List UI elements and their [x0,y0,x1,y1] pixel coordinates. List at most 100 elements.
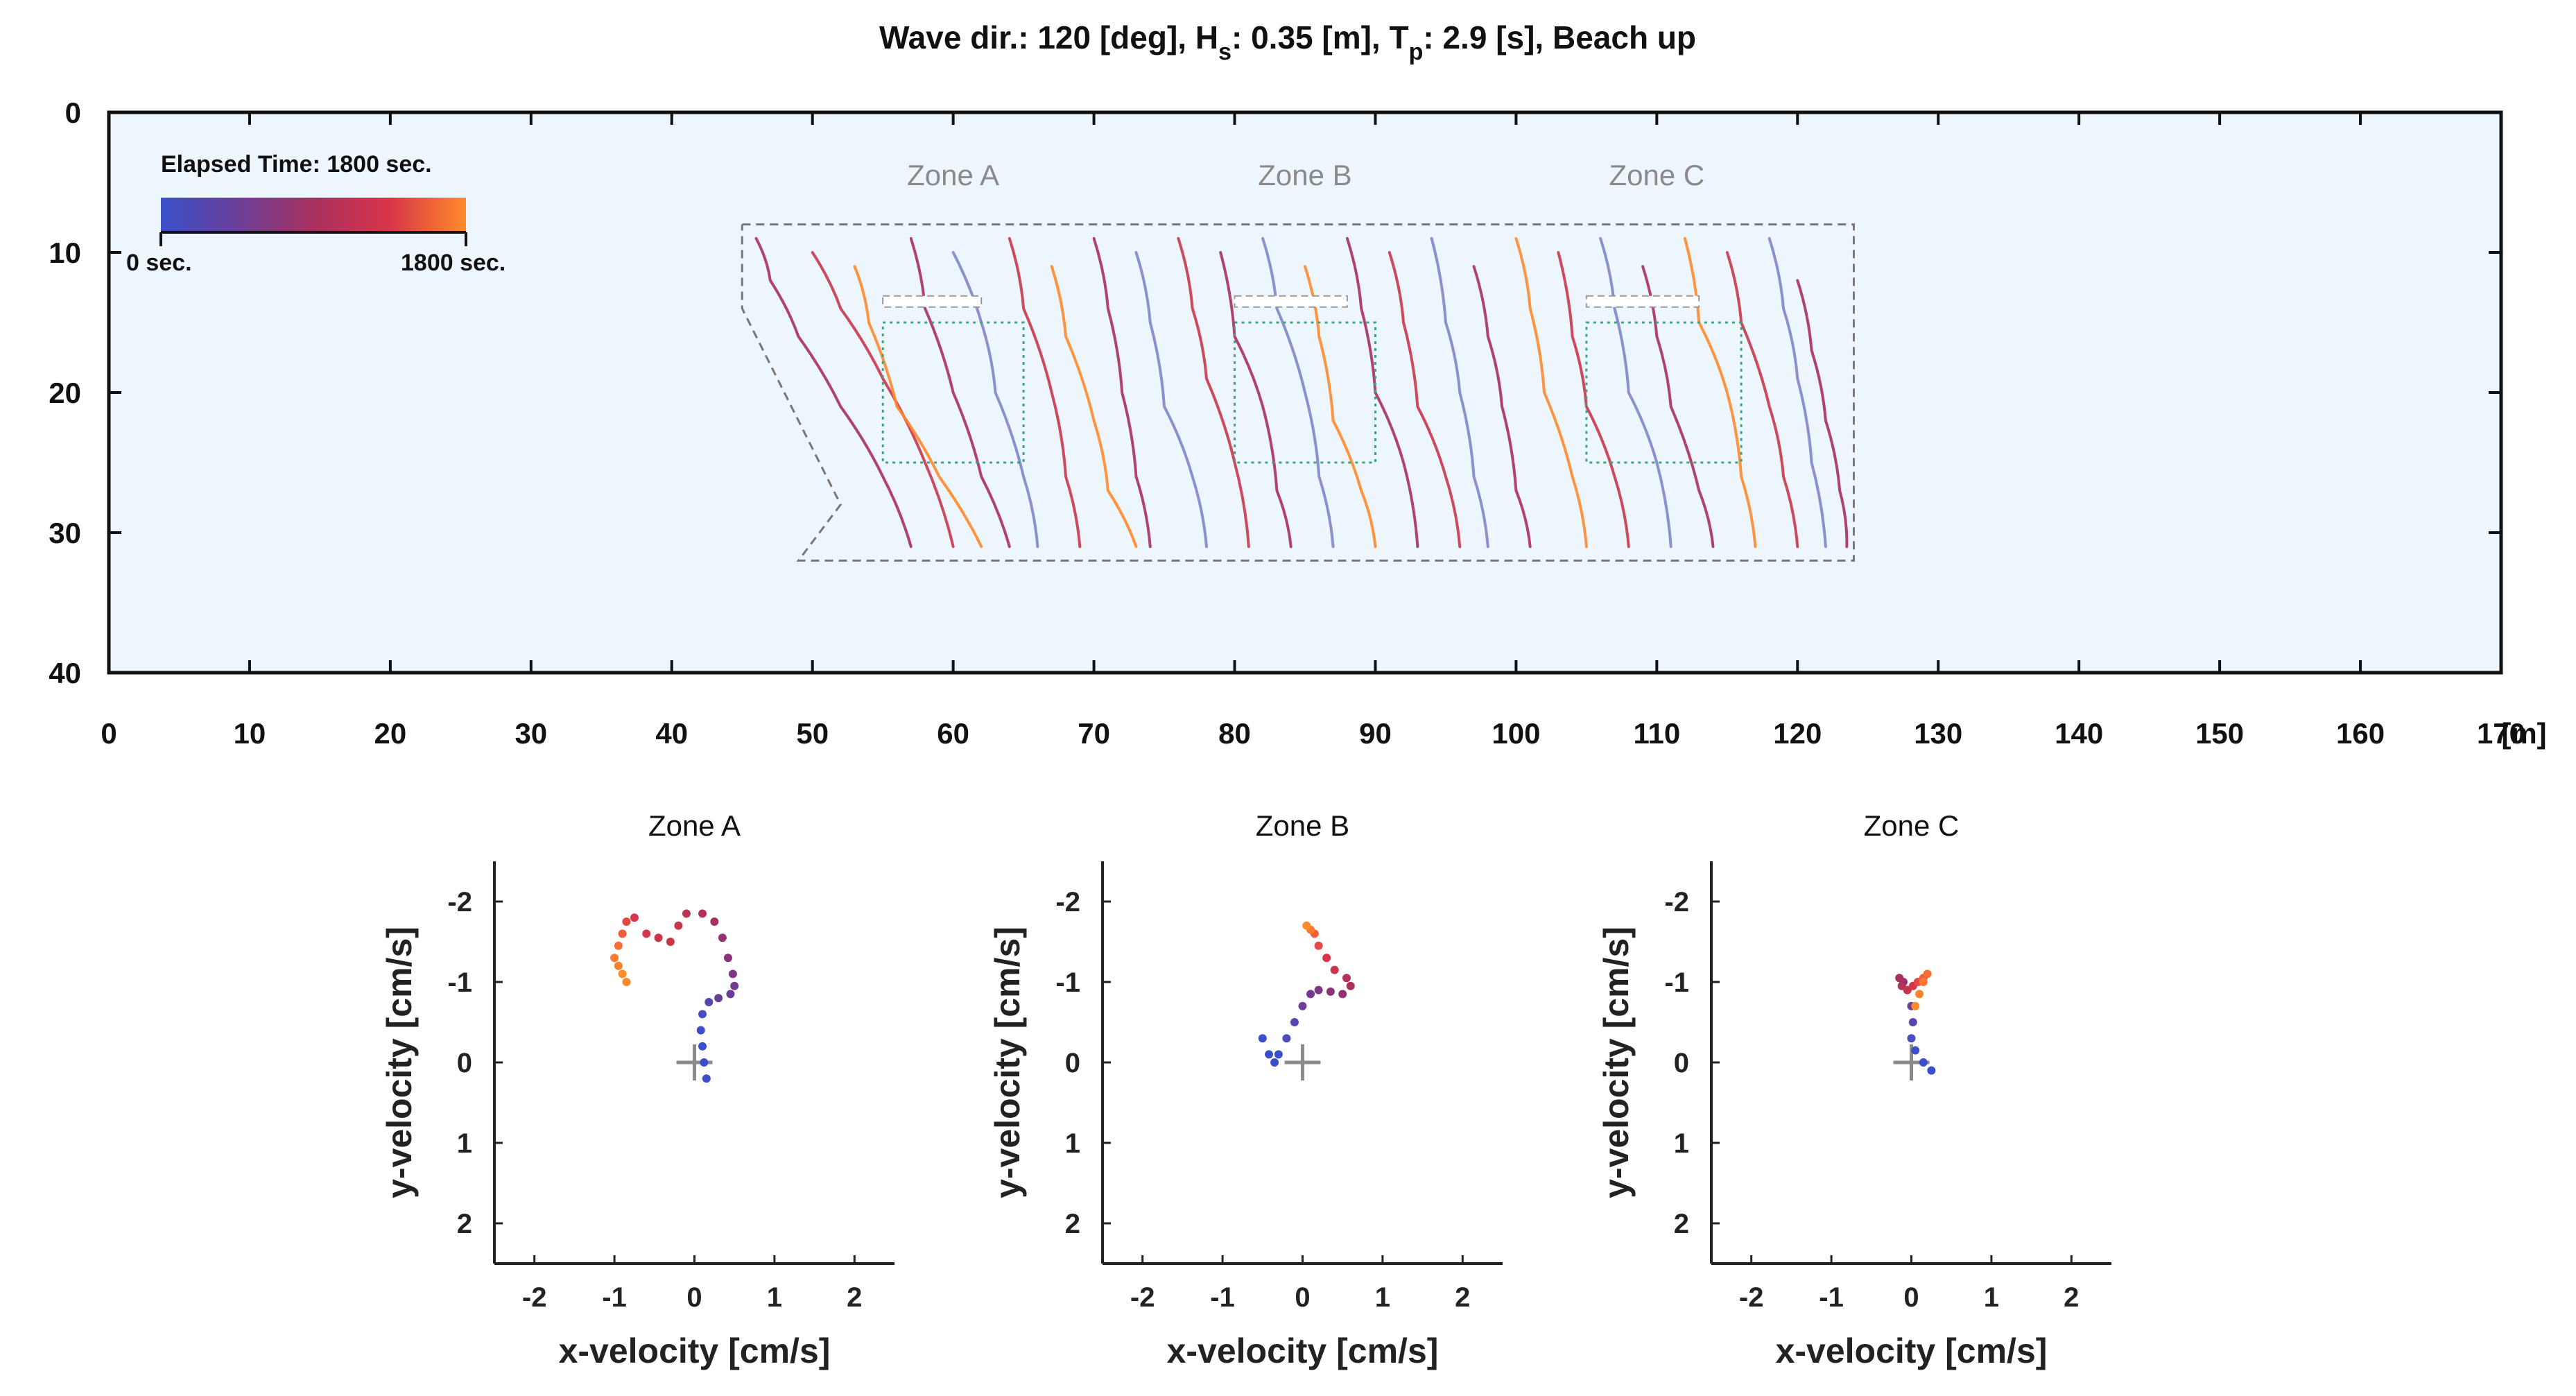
velocity-point [1314,941,1323,950]
y-axis-label: y-velocity [cm/s] [988,927,1027,1198]
trajectory-line [1514,236,1588,549]
y-tick-label: -1 [1055,967,1080,998]
scatter-title: Zone A [648,809,741,842]
velocity-point [654,933,663,942]
domain-outline [741,223,1855,562]
x-tick-label: -1 [1819,1282,1844,1313]
map-x-tick-label: 110 [1633,717,1680,750]
velocity-point [723,954,732,963]
map-x-tick-label: 120 [1773,717,1822,750]
trajectory-line [1134,251,1208,549]
trajectory-line [1472,265,1532,549]
velocity-point [1322,954,1331,963]
main-title: Wave dir.: 120 [deg], Hs: 0.35 [m], Tp: … [879,19,1696,65]
trajectory-line [1796,279,1849,549]
y-tick-label: 0 [457,1048,472,1078]
velocity-point [698,909,707,918]
velocity-point [696,1026,705,1035]
map-y-tick-label: 10 [49,236,81,269]
trajectory-line [1430,236,1489,549]
y-tick-label: 2 [457,1209,472,1239]
map-y-tick-label: 40 [49,657,81,689]
y-tick-label: 0 [1674,1048,1689,1078]
y-tick-label: -2 [1055,887,1080,917]
y-tick-label: -1 [447,967,472,998]
x-tick-label: -2 [1130,1282,1155,1313]
y-axis-label: y-velocity [cm/s] [380,927,419,1198]
map-x-tick-label: 150 [2195,717,2244,750]
velocity-point [1314,985,1323,994]
map-x-tick-label: 40 [655,717,688,750]
velocity-point [1298,1001,1307,1010]
map-x-tick-label: 140 [2055,717,2103,750]
map-y-axis: 0 10 20 30 40 [49,96,2501,689]
trajectory-line [1092,236,1152,549]
y-tick-label: 1 [457,1128,472,1159]
velocity-point [1919,978,1928,986]
y-tick-label: 1 [1065,1128,1080,1159]
velocity-point [1338,990,1347,999]
zone-labels: Zone A Zone B Zone C [907,159,1704,191]
velocity-point [1908,1018,1917,1026]
velocity-point [1326,987,1335,996]
breakwater [1585,295,1700,308]
x-tick-label: 1 [767,1282,782,1313]
map-x-axis: 0 10 20 30 40 50 60 70 80 90 100 110 120 130 140 150 160… [101,112,2525,750]
velocity-point [704,998,714,1006]
zone-c-plot: Zone C -2 -1 0 1 2 -2 -1 0 1 2 x-velocity [cm/s] y-v… [1597,809,2111,1370]
x-tick-label: 0 [1295,1282,1310,1313]
zone-box [881,321,1025,464]
velocity-point [614,941,623,950]
x-axis-label: x-velocity [cm/s] [559,1332,831,1370]
map-x-tick-label: 80 [1218,717,1251,750]
velocity-point [1306,990,1315,999]
trajectory-line [1767,236,1827,549]
y-tick-label: 2 [1065,1209,1080,1239]
zone-box [1234,321,1376,464]
velocity-point [1927,1066,1936,1075]
velocity-point [1911,1001,1920,1010]
zone-b-plot: Zone B -2 -1 0 1 2 -2 -1 0 1 2 x-velocity [cm/s] y-v… [988,809,1503,1370]
map-x-tick-label: 60 [937,717,969,750]
colorbar-label: Elapsed Time: 1800 sec. [161,151,432,178]
map-x-tick-label: 70 [1078,717,1110,750]
velocity-point [1346,981,1355,990]
velocity-point [698,1010,707,1019]
velocity-point [1923,970,1932,979]
trajectory-line [1683,236,1757,549]
velocity-point [622,917,631,926]
x-tick-label: -1 [1210,1282,1235,1313]
velocity-point [674,921,683,930]
domain-boundary [741,223,1855,562]
velocity-point [730,981,739,990]
velocity-point [622,978,631,986]
x-tick-label: 1 [1375,1282,1390,1313]
velocity-point [618,970,627,979]
trajectory-line [1008,236,1082,549]
colorbar-gradient [161,198,466,232]
trajectory-line [1261,236,1335,549]
velocity-point [630,913,639,922]
velocity-point [702,1074,711,1083]
x-axis-label: x-velocity [cm/s] [1167,1332,1439,1370]
y-axis-label: y-velocity [cm/s] [1597,927,1636,1198]
map-x-unit: [m] [2501,717,2546,750]
velocity-point [642,929,651,938]
velocity-point [1919,1058,1928,1067]
velocity-point [1911,1046,1920,1055]
velocity-point [1907,1034,1916,1043]
y-tick-label: 2 [1674,1209,1689,1239]
trajectory-line [1304,265,1377,549]
map-y-tick-label: 0 [65,96,81,129]
map-x-tick-label: 0 [101,717,116,750]
zone-box [1585,321,1743,464]
x-tick-label: 2 [847,1282,862,1313]
breakwater [1234,295,1348,308]
velocity-point [682,909,691,918]
velocity-point [698,1042,707,1051]
map-x-tick-label: 50 [796,717,829,750]
trajectory-line [1725,251,1799,549]
map-plot: Zone A Zone B Zone C 0 10 20 30 40 50 60 70 80 90 10… [49,96,2546,750]
trajectory-line [1557,251,1630,549]
velocity-point [666,938,675,946]
